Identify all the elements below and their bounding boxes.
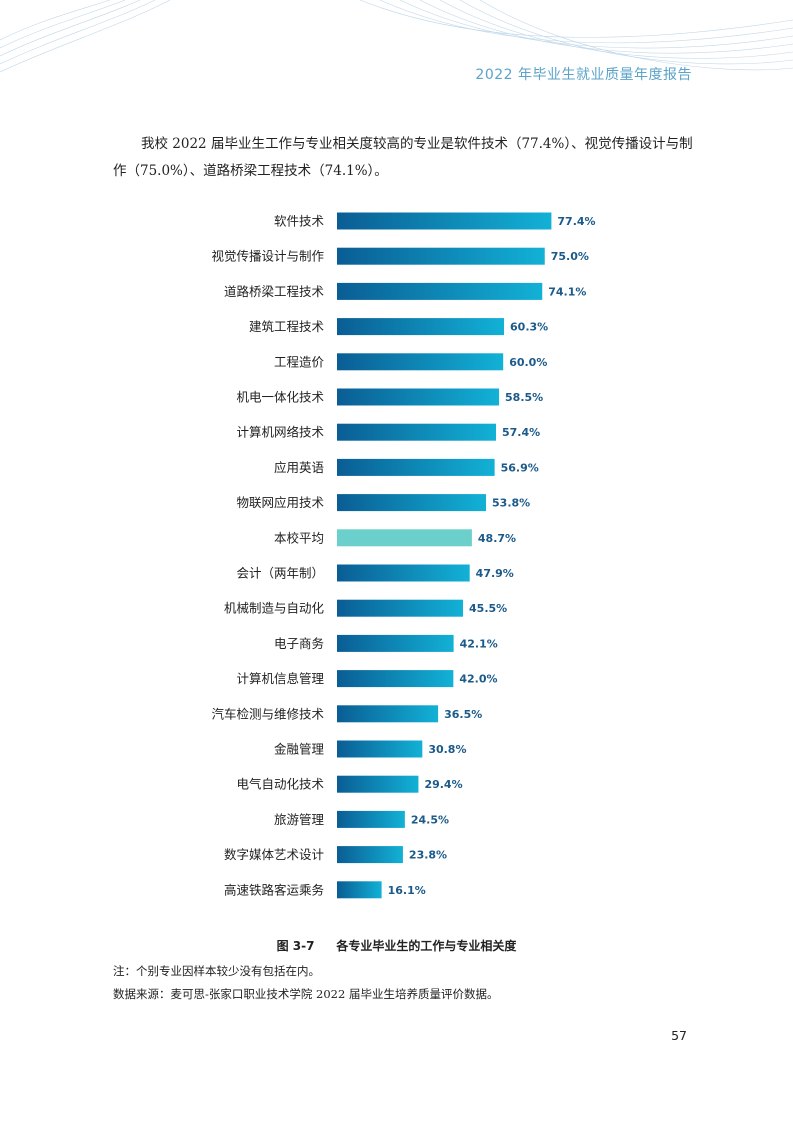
- category-label: 应用英语: [274, 460, 324, 475]
- bar: [337, 318, 505, 336]
- category-label: 机电一体化技术: [236, 390, 324, 405]
- value-label: 29.4%: [424, 778, 462, 791]
- bar: [337, 670, 454, 688]
- bar: [337, 282, 543, 300]
- figure-number: 图 3-7: [276, 939, 315, 953]
- bar: [337, 388, 500, 406]
- category-label: 数字媒体艺术设计: [224, 847, 324, 862]
- value-label: 57.4%: [502, 426, 540, 439]
- bar: [337, 846, 403, 864]
- note-data-source: 数据来源：麦可思-张家口职业技术学院 2022 届毕业生培养质量评价数据。: [113, 987, 499, 1001]
- value-label: 47.9%: [476, 567, 514, 580]
- value-label: 42.0%: [459, 673, 497, 686]
- bar: [337, 494, 487, 512]
- bar: [337, 705, 439, 723]
- category-label: 物联网应用技术: [236, 495, 324, 510]
- value-label: 45.5%: [469, 602, 507, 615]
- note-sample-size: 注：个别专业因样本较少没有包括在内。: [113, 964, 320, 978]
- value-label: 42.1%: [460, 637, 498, 650]
- value-label: 77.4%: [557, 215, 595, 228]
- category-label: 高速铁路客运乘务: [224, 882, 324, 897]
- header-decoration-waves: [0, 0, 793, 73]
- value-label: 75.0%: [551, 250, 589, 263]
- category-label: 本校平均: [274, 530, 324, 545]
- bar: [337, 775, 419, 793]
- bar-chart-svg: 软件技术 77.4% 视觉传播设计与制作 75.0% 道路桥梁工程技术 74.1% 建筑工程…: [211, 212, 596, 899]
- value-label: 16.1%: [388, 884, 426, 897]
- category-label: 计算机网络技术: [236, 425, 324, 440]
- category-label: 机械制造与自动化: [224, 601, 325, 616]
- report-header-title: 2022 年毕业生就业质量年度报告: [475, 67, 692, 83]
- bar: [337, 881, 382, 899]
- value-label: 24.5%: [411, 813, 449, 826]
- bar: [337, 599, 464, 617]
- category-label: 软件技术: [274, 214, 325, 229]
- category-label: 工程造价: [274, 354, 325, 369]
- value-label: 56.9%: [501, 461, 539, 474]
- value-label: 74.1%: [548, 285, 586, 298]
- value-label: 53.8%: [492, 497, 530, 510]
- bar: [337, 634, 454, 652]
- value-label: 23.8%: [409, 849, 447, 862]
- bar: [337, 740, 423, 758]
- bar: [337, 810, 405, 828]
- category-label: 金融管理: [274, 742, 325, 757]
- category-label: 电气自动化技术: [236, 777, 324, 792]
- category-label: 旅游管理: [274, 812, 325, 827]
- category-label: 计算机信息管理: [236, 671, 324, 686]
- page-number: 57: [671, 1028, 687, 1043]
- value-label: 58.5%: [505, 391, 543, 404]
- value-label: 48.7%: [478, 532, 516, 545]
- category-label: 汽车检测与维修技术: [211, 706, 324, 721]
- figure-title: 各专业毕业生的工作与专业相关度: [336, 939, 517, 953]
- bar: [337, 458, 495, 476]
- category-label: 建筑工程技术: [249, 319, 325, 334]
- value-label: 60.0%: [509, 356, 547, 369]
- intro-paragraph: 我校 2022 届毕业生工作与专业相关度较高的专业是软件技术（77.4%）、视觉…: [113, 136, 693, 179]
- figure-caption: 图 3-7 各专业毕业生的工作与专业相关度: [0, 937, 793, 954]
- category-label: 视觉传播设计与制作: [211, 249, 324, 264]
- bar: [337, 423, 496, 441]
- bar: [337, 247, 545, 265]
- major-relevance-bar-chart: 软件技术 77.4% 视觉传播设计与制作 75.0% 道路桥梁工程技术 74.1% 建筑工程…: [0, 200, 793, 920]
- category-label: 道路桥梁工程技术: [224, 284, 325, 299]
- category-label: 会计（两年制）: [236, 566, 324, 581]
- bar: [337, 564, 470, 582]
- value-label: 60.3%: [510, 321, 548, 334]
- value-label: 36.5%: [444, 708, 482, 721]
- category-label: 电子商务: [274, 636, 324, 651]
- value-label: 30.8%: [428, 743, 466, 756]
- bar-average: [337, 529, 472, 547]
- bar: [337, 353, 504, 371]
- bar: [337, 212, 552, 230]
